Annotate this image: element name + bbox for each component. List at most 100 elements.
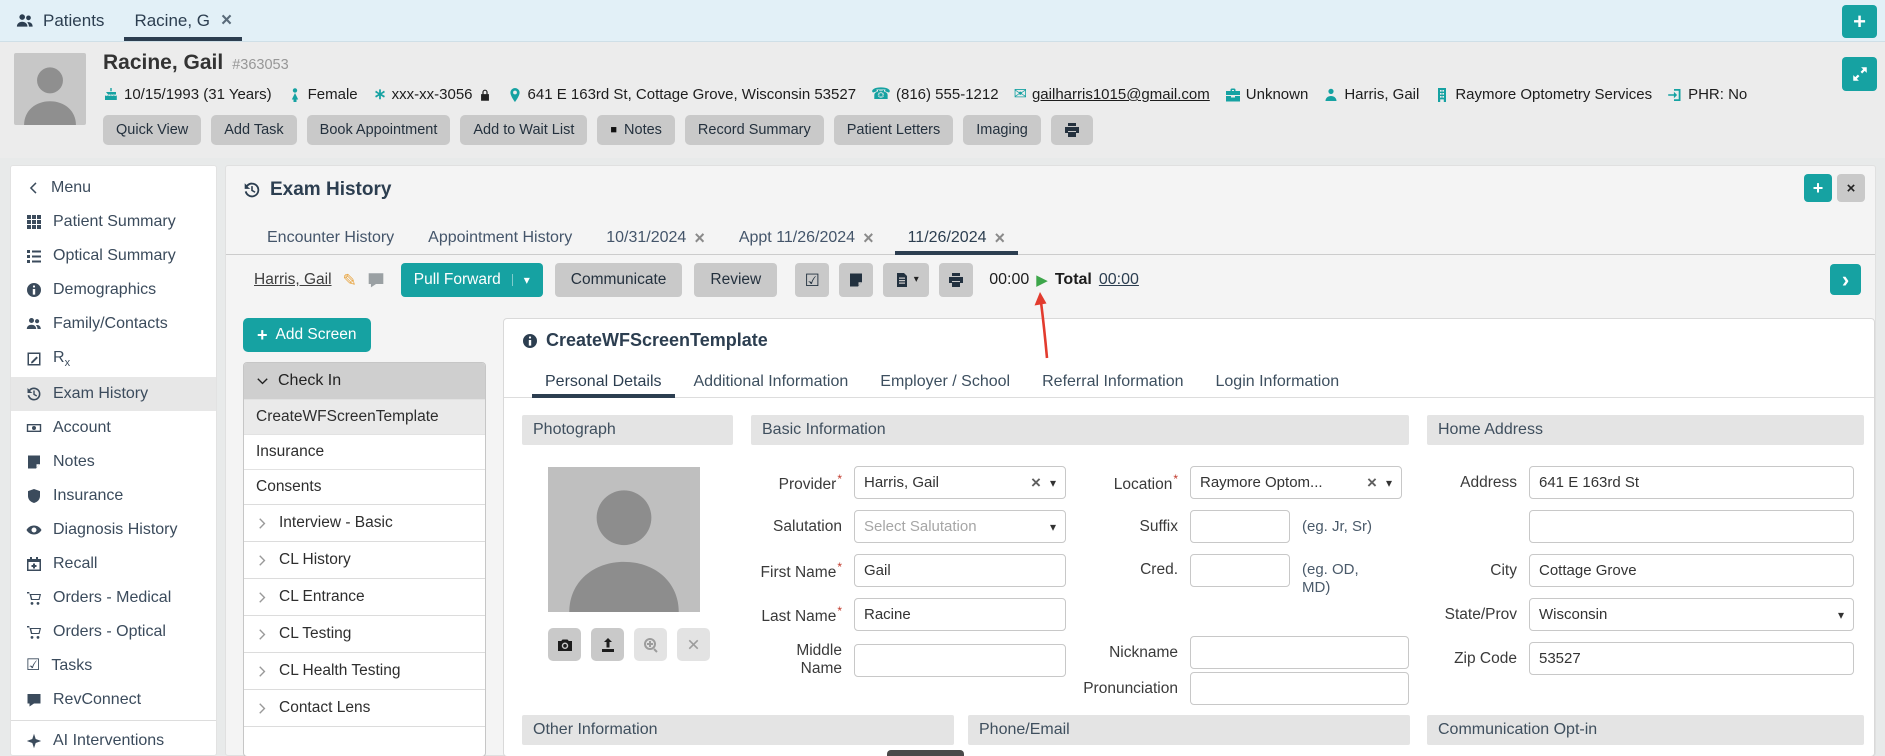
sidebar-item-ai-interventions[interactable]: AI Interventions [11, 724, 216, 755]
location-select[interactable]: Raymore Optom... × ▾ [1190, 466, 1402, 499]
patient-email[interactable]: ✉ gailharris1015@gmail.com [1013, 85, 1210, 103]
total-time-link[interactable]: 00:00 [1098, 271, 1139, 288]
address-field[interactable] [1529, 466, 1854, 499]
expand-header-button[interactable] [1842, 57, 1877, 91]
tab-personal-details[interactable]: Personal Details [532, 366, 675, 398]
pronunciation-field[interactable] [1190, 672, 1409, 705]
pull-forward-button[interactable]: Pull Forward ▾ [400, 263, 543, 297]
add-patient-tab-button[interactable]: + [1842, 5, 1877, 38]
sidebar-item-demographics[interactable]: Demographics [11, 273, 216, 307]
sidebar-item-tasks[interactable]: ☑ Tasks [26, 657, 93, 675]
sidebar-item-family-contacts[interactable]: Family/Contacts [11, 307, 216, 341]
sidebar-item-revconnect[interactable]: RevConnect [11, 683, 216, 717]
note-toolbar-button[interactable] [839, 263, 874, 297]
zoom-photo-button[interactable] [634, 628, 667, 661]
sidebar-item-optical-summary[interactable]: Optical Summary [11, 239, 216, 273]
record-summary-button[interactable]: Record Summary [684, 115, 824, 145]
close-icon[interactable]: × [694, 227, 705, 248]
document-toolbar-button[interactable]: ▾ [883, 263, 930, 297]
sidebar-item-patient-summary[interactable]: Patient Summary [11, 205, 216, 239]
tab-login-information[interactable]: Login Information [1215, 372, 1340, 390]
suffix-field[interactable] [1190, 510, 1290, 543]
sidebar-item-notes[interactable]: Notes [11, 445, 216, 479]
screen-group-contact-lens[interactable]: Contact Lens [244, 689, 485, 726]
add-screen-button[interactable]: + Add Screen [243, 318, 371, 352]
last-name-field[interactable] [854, 598, 1066, 631]
comment-icon[interactable] [367, 271, 385, 289]
edit-pencil-icon[interactable]: ✎ [342, 270, 357, 290]
add-to-wait-list-button[interactable]: Add to Wait List [460, 115, 588, 145]
screen-group-check-in[interactable]: Check In [244, 363, 485, 399]
chevron-right-icon [256, 702, 269, 715]
add-task-button[interactable]: Add Task [211, 115, 297, 145]
panel-add-button[interactable]: + [1804, 174, 1832, 202]
take-photo-button[interactable] [548, 628, 581, 661]
print-toolbar-button[interactable] [939, 263, 974, 297]
notes-button[interactable]: ■ Notes [597, 115, 675, 145]
tab-appt-11-26-2024[interactable]: Appt 11/26/2024 × [738, 227, 874, 248]
book-appointment-button[interactable]: Book Appointment [306, 115, 451, 145]
caret-down-icon[interactable]: ▾ [511, 274, 530, 286]
lock-icon[interactable] [478, 88, 492, 102]
remove-photo-button[interactable] [677, 628, 710, 661]
zip-field[interactable] [1529, 642, 1854, 675]
close-icon[interactable]: × [863, 227, 874, 248]
tab-encounter-10-31-2024[interactable]: 10/31/2024 × [606, 227, 705, 248]
sidebar-item-rx[interactable]: Rx [11, 341, 216, 377]
sidebar-item-insurance[interactable]: Insurance [11, 479, 216, 513]
address2-field[interactable] [1529, 510, 1854, 543]
print-header-button[interactable] [1050, 115, 1093, 145]
sidebar-item-exam-history[interactable]: Exam History [11, 377, 216, 412]
imaging-button[interactable]: Imaging [963, 115, 1041, 145]
tab-additional-information[interactable]: Additional Information [693, 372, 849, 390]
pencil-square-icon [26, 351, 42, 367]
provider-select[interactable]: Harris, Gail × ▾ [854, 466, 1066, 499]
sidebar-item-recall[interactable]: Recall [11, 547, 216, 581]
screen-group-cl-testing[interactable]: CL Testing [244, 615, 485, 652]
patients-icon [16, 12, 34, 30]
screen-group-cl-history[interactable]: CL History [244, 541, 485, 578]
nickname-field[interactable] [1190, 636, 1409, 669]
screen-item-consents[interactable]: Consents [244, 469, 485, 504]
panel-close-button[interactable]: × [1837, 174, 1865, 202]
screen-item-createwfscreentemplate[interactable]: CreateWFScreenTemplate [244, 399, 485, 434]
cred-field[interactable] [1190, 554, 1290, 587]
review-button[interactable]: Review [694, 263, 778, 297]
clear-icon[interactable]: × [1367, 472, 1377, 492]
tab-appointment-history[interactable]: Appointment History [428, 229, 573, 246]
screen-group-interview-basic[interactable]: Interview - Basic [244, 504, 485, 541]
state-select[interactable]: Wisconsin ▾ [1529, 598, 1854, 631]
clear-icon[interactable]: × [1031, 472, 1041, 492]
provider-link[interactable]: Harris, Gail [254, 271, 332, 288]
upload-photo-button[interactable] [591, 628, 624, 661]
sidebar-item-orders-medical[interactable]: Orders - Medical [11, 581, 216, 615]
play-icon[interactable]: ▶ [1036, 271, 1048, 289]
close-icon[interactable]: × [221, 9, 233, 31]
screen-group-cl-entrance[interactable]: CL Entrance [244, 578, 485, 615]
sidebar-item-diagnosis-history[interactable]: Diagnosis History [11, 513, 216, 547]
quick-view-button[interactable]: Quick View [103, 115, 202, 145]
screen-item-insurance[interactable]: Insurance [244, 434, 485, 469]
first-name-field[interactable] [854, 554, 1066, 587]
close-icon[interactable]: × [994, 227, 1005, 248]
form-title: CreateWFScreenTemplate [522, 330, 768, 351]
middle-name-field[interactable] [854, 643, 1066, 677]
next-panel-button[interactable]: › [1830, 264, 1861, 295]
tab-employer-school[interactable]: Employer / School [880, 372, 1011, 390]
sidebar-item-menu[interactable]: Menu [11, 171, 216, 205]
salutation-select[interactable]: Select Salutation ▾ [854, 510, 1066, 543]
tab-patients[interactable]: Patients [16, 0, 104, 41]
top-tab-bar: Patients Racine, G × + [0, 0, 1885, 42]
sidebar-item-orders-optical[interactable]: Orders - Optical [11, 615, 216, 649]
tab-patient-racine[interactable]: Racine, G × [124, 0, 242, 41]
tab-encounter-history[interactable]: Encounter History [267, 229, 395, 246]
sidebar-item-account[interactable]: Account [11, 411, 216, 445]
patient-letters-button[interactable]: Patient Letters [833, 115, 954, 145]
screen-group-cl-health-testing[interactable]: CL Health Testing [244, 652, 485, 689]
communicate-button[interactable]: Communicate [554, 263, 683, 297]
city-field[interactable] [1529, 554, 1854, 587]
tab-encounter-11-26-2024[interactable]: 11/26/2024 × [894, 222, 1019, 255]
tasks-toolbar-button[interactable]: ☑ [795, 263, 830, 297]
tab-referral-information[interactable]: Referral Information [1042, 372, 1184, 390]
